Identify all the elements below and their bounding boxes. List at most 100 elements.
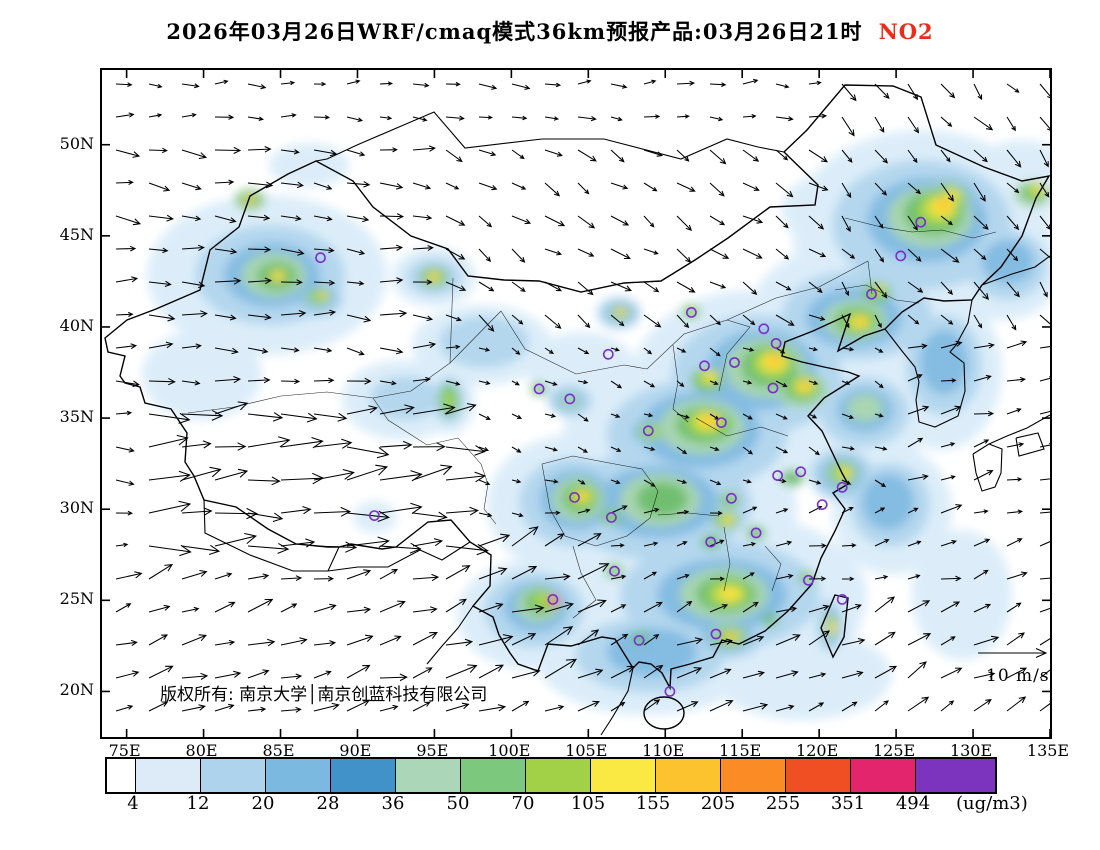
wind-arrow-icon [676, 600, 693, 613]
wind-arrow-icon [214, 670, 242, 679]
wind-arrow-icon [412, 314, 434, 322]
city-station-marker [564, 393, 576, 405]
wind-arrow-icon [643, 149, 664, 157]
wind-arrow-icon [478, 380, 491, 386]
wind-arrow-icon [874, 281, 888, 299]
wind-arrow-icon [181, 634, 207, 646]
wind-arrow-icon [247, 214, 271, 221]
wind-arrow-icon [709, 479, 722, 486]
wind-arrow-icon [511, 526, 539, 547]
city-station-marker [915, 216, 927, 228]
wind-arrow-icon [742, 635, 765, 646]
wind-arrow-icon [115, 571, 143, 580]
wind-arrow-icon [1039, 541, 1050, 547]
wind-arrow-icon [577, 149, 597, 162]
colorbar-value: 12 [186, 793, 210, 814]
wind-arrow-icon [511, 347, 521, 355]
wind-arrow-icon [478, 182, 498, 191]
wind-arrow-icon [247, 436, 291, 448]
colorbar-cell [655, 759, 720, 792]
concentration-blob [726, 495, 736, 503]
wind-arrow-icon [676, 479, 688, 484]
wind-arrow-icon [148, 544, 192, 557]
concentration-blob [937, 200, 951, 210]
concentration-blob [611, 568, 619, 574]
wind-arrow-icon [181, 244, 205, 252]
wind-arrow-icon [643, 182, 658, 192]
wind-arrow-icon [643, 79, 657, 85]
concentration-blob [920, 330, 968, 394]
wind-arrow-icon [247, 512, 284, 523]
colorbar-labels: 4 12 20 28 36 50 70 105 155 205 255 351 494 (ug/m3) [105, 793, 1045, 819]
wind-arrow-icon [841, 576, 855, 582]
wind-arrow-icon [841, 479, 852, 485]
wind-arrow-icon [247, 116, 264, 122]
wind-arrow-icon [742, 572, 755, 580]
wind-arrow-icon [676, 149, 690, 162]
wind-arrow-icon [181, 704, 206, 712]
wind-arrow-icon [973, 248, 987, 261]
wind-arrow-icon [511, 566, 538, 580]
city-station-marker [758, 323, 770, 335]
city-station-marker [605, 511, 617, 523]
wind-arrow-icon [940, 700, 955, 712]
colorbar-value: 36 [381, 793, 405, 814]
wind-arrow-icon [907, 374, 923, 382]
wind-arrow-icon [148, 434, 189, 448]
lon-axis-label: 130E [949, 741, 993, 760]
wind-arrow-icon [1006, 377, 1026, 383]
wind-arrow-icon [940, 539, 957, 547]
colorbar-value: 4 [127, 793, 139, 814]
wind-arrow-icon [181, 440, 212, 449]
lat-axis-label: 40N [59, 315, 94, 335]
wind-arrow-icon [511, 380, 520, 386]
wind-arrow-icon [973, 538, 991, 547]
wind-arrow-icon [841, 116, 855, 137]
wind-arrow-icon [478, 413, 491, 420]
wind-arrow-icon [973, 635, 1000, 646]
wind-arrow-icon [940, 149, 951, 163]
wind-arrow-icon [511, 478, 522, 484]
wind-arrow-icon [511, 314, 524, 325]
colorbar-cell [265, 759, 330, 792]
wind-arrow-icon [808, 630, 831, 646]
wind-arrow-icon [280, 412, 318, 423]
wind-arrow-icon [610, 182, 629, 190]
wind-arrow-icon [577, 115, 597, 122]
wind-arrow-icon [742, 380, 753, 385]
wind-arrow-icon [709, 248, 730, 259]
wind-arrow-icon [511, 604, 545, 614]
wind-arrow-icon [247, 313, 272, 321]
lon-axis-label: 110E [642, 741, 685, 760]
city-station-marker [602, 348, 614, 360]
lon-axis-label: 75E [108, 741, 141, 760]
wind-arrow-icon [445, 638, 474, 647]
wind-arrow-icon [511, 83, 531, 90]
wind-arrow-icon [907, 633, 932, 646]
city-station-marker [686, 306, 697, 318]
wind-arrow-icon [973, 569, 989, 580]
wind-arrow-icon [445, 215, 466, 226]
wind-arrow-icon [1006, 116, 1016, 132]
city-station-marker [767, 382, 779, 394]
wind-arrow-icon [643, 347, 653, 355]
wind-arrow-icon [478, 281, 495, 292]
wind-scale-legend: 10 m/s [978, 648, 1049, 686]
city-station-marker [533, 383, 545, 395]
colorbar-value: 105 [570, 793, 606, 814]
wind-arrow-icon [775, 347, 786, 354]
wind-arrow-icon [610, 446, 622, 452]
wind-arrow-icon [742, 446, 754, 455]
wind-arrow-icon [346, 79, 361, 85]
wind-arrow-icon [247, 83, 267, 90]
lat-axis-label: 25N [59, 589, 94, 609]
wind-arrow-icon [742, 314, 756, 326]
wind-arrow-icon [181, 672, 209, 680]
wind-arrow-icon [973, 374, 992, 382]
colorbar-value: 70 [511, 793, 535, 814]
city-station-marker [803, 574, 814, 586]
wind-arrow-icon [907, 574, 921, 580]
wind-arrow-icon [874, 314, 882, 329]
wind-arrow-icon [577, 413, 589, 422]
wind-arrow-icon [676, 413, 690, 419]
